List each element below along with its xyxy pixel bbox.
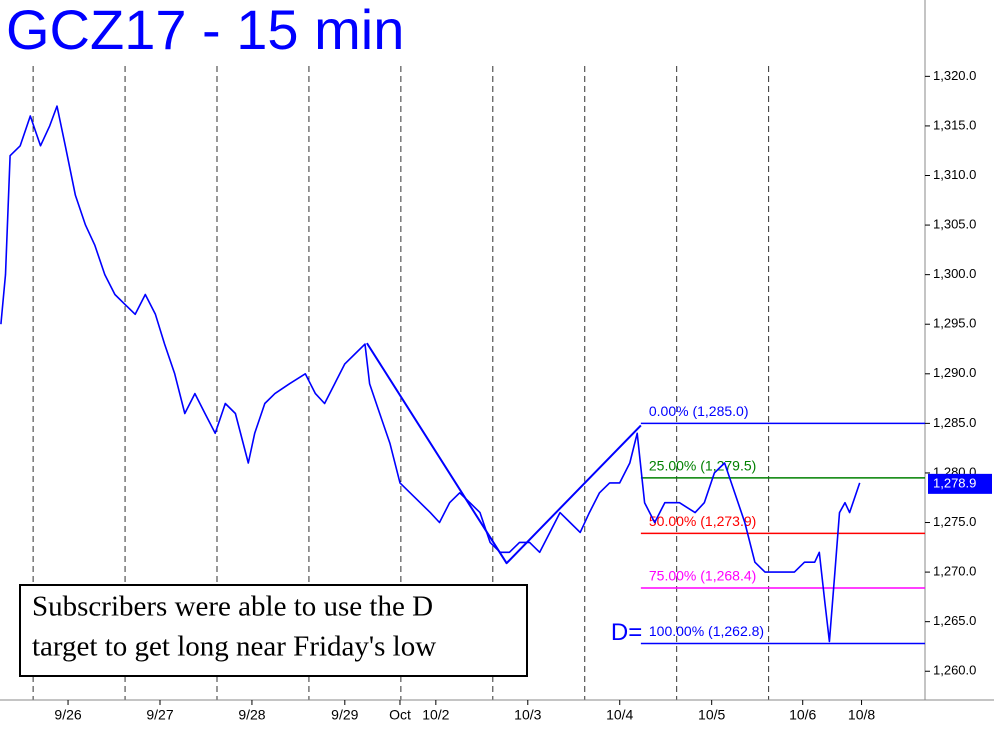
level-label: 50.00% (1,273.9)	[649, 513, 756, 529]
x-tick-label: 10/8	[848, 707, 875, 723]
y-tick-label: 1,310.0	[933, 167, 976, 182]
x-tick-label: 10/6	[789, 707, 816, 723]
annotation-text: target to get long near Friday's low	[32, 631, 436, 663]
x-tick-label: 9/27	[146, 707, 173, 723]
last-price-box	[928, 473, 992, 494]
price-line	[0, 105, 861, 643]
d-label: D=	[611, 619, 642, 646]
y-tick-label: 1,315.0	[933, 117, 976, 132]
x-tick-label: 10/4	[606, 707, 633, 723]
y-tick-label: 1,295.0	[933, 316, 976, 331]
y-tick-label: 1,300.0	[933, 266, 976, 281]
x-tick-label: 9/26	[54, 707, 81, 723]
chart-title: GCZ17 - 15 min	[6, 0, 404, 61]
y-tick-label: 1,290.0	[933, 365, 976, 380]
x-tick-label: 9/29	[331, 707, 358, 723]
last-price-label: 1,278.9	[933, 475, 976, 490]
level-label: 100.00% (1,262.8)	[649, 623, 764, 639]
x-tick-label: 10/2	[422, 707, 449, 723]
y-tick-label: 1,285.0	[933, 415, 976, 430]
level-label: 25.00% (1,279.5)	[649, 458, 756, 474]
level-label: 0.00% (1,285.0)	[649, 403, 749, 419]
annotation-box	[19, 584, 528, 677]
x-tick-label: 10/3	[514, 707, 541, 723]
y-tick-label: 1,260.0	[933, 663, 976, 678]
x-tick-label: 10/5	[698, 707, 725, 723]
level-label: 75.00% (1,268.4)	[649, 568, 756, 584]
x-tick-label: Oct	[389, 707, 411, 723]
y-tick-label: 1,265.0	[933, 613, 976, 628]
x-tick-label: 9/28	[238, 707, 265, 723]
y-tick-label: 1,270.0	[933, 564, 976, 579]
y-tick-label: 1,320.0	[933, 68, 976, 83]
pattern-line	[366, 342, 642, 565]
y-tick-label: 1,275.0	[933, 514, 976, 529]
annotation-text: Subscribers were able to use the D	[32, 591, 433, 623]
y-tick-label: 1,305.0	[933, 217, 976, 232]
